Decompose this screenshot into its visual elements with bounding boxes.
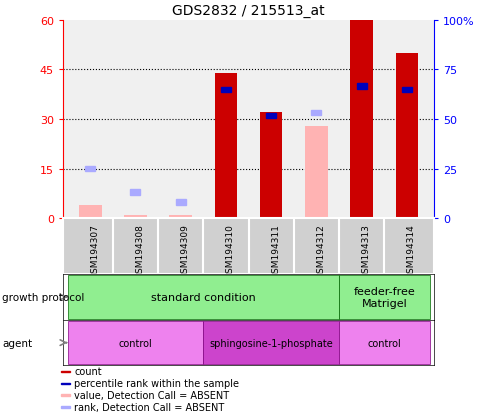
Bar	[169, 216, 192, 219]
Bar	[175, 200, 185, 205]
Bar	[338, 321, 429, 365]
Text: feeder-free
Matrigel: feeder-free Matrigel	[353, 287, 414, 308]
Bar	[85, 167, 95, 172]
Bar	[356, 84, 366, 89]
Bar	[61, 371, 70, 372]
Text: sphingosine-1-phosphate: sphingosine-1-phosphate	[209, 338, 333, 348]
Bar	[203, 321, 338, 365]
Bar	[304, 126, 327, 219]
Bar	[61, 406, 70, 408]
Text: GSM194314: GSM194314	[406, 223, 415, 278]
Bar	[395, 54, 417, 219]
Title: GDS2832 / 215513_at: GDS2832 / 215513_at	[172, 4, 324, 18]
Text: percentile rank within the sample: percentile rank within the sample	[74, 378, 239, 388]
Text: count: count	[74, 366, 102, 376]
Text: agent: agent	[2, 338, 32, 348]
Bar	[259, 113, 282, 219]
Text: rank, Detection Call = ABSENT: rank, Detection Call = ABSENT	[74, 402, 224, 412]
Text: GSM194311: GSM194311	[271, 223, 280, 278]
Bar	[338, 275, 429, 319]
Bar	[221, 88, 230, 93]
Bar	[266, 114, 275, 119]
Bar	[124, 216, 147, 219]
Bar	[349, 21, 372, 219]
Bar	[67, 321, 203, 365]
Bar	[67, 275, 338, 319]
Bar	[130, 190, 140, 195]
Text: GSM194312: GSM194312	[316, 223, 325, 278]
Bar	[214, 74, 237, 219]
Bar	[61, 394, 70, 396]
Text: GSM194313: GSM194313	[361, 223, 370, 278]
Text: GSM194310: GSM194310	[226, 223, 234, 278]
Text: control: control	[367, 338, 400, 348]
Text: growth protocol: growth protocol	[2, 292, 85, 302]
Text: standard condition: standard condition	[151, 292, 255, 302]
Text: GSM194309: GSM194309	[181, 223, 189, 278]
Bar	[401, 88, 411, 93]
Bar	[61, 382, 70, 384]
Bar	[311, 111, 321, 116]
Bar	[79, 206, 101, 219]
Text: value, Detection Call = ABSENT: value, Detection Call = ABSENT	[74, 390, 229, 400]
Text: GSM194308: GSM194308	[135, 223, 144, 278]
Text: control: control	[118, 338, 152, 348]
Text: GSM194307: GSM194307	[90, 223, 99, 278]
